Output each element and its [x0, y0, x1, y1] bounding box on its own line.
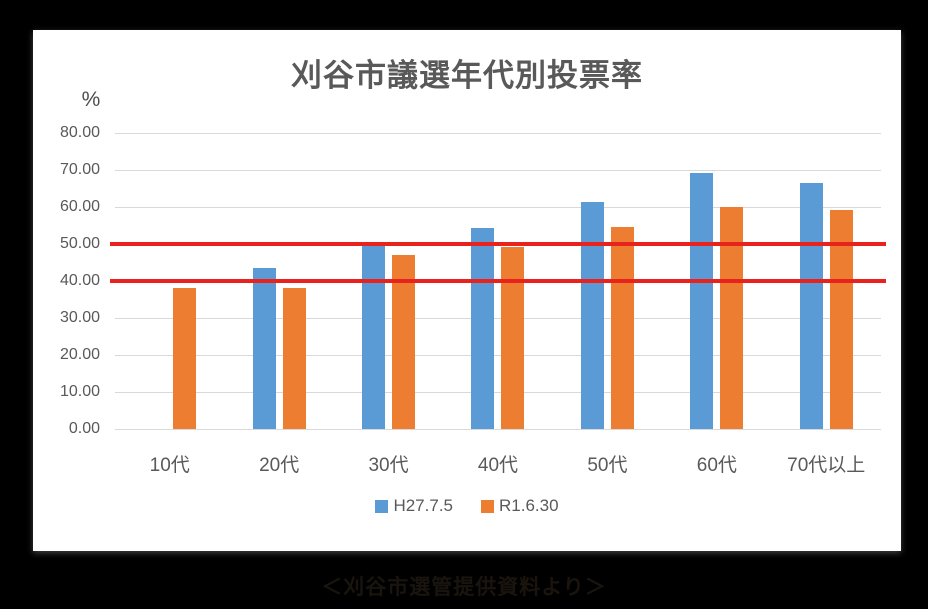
- bar-r1-6-30: [173, 288, 197, 429]
- gridline: [115, 170, 881, 171]
- y-axis-tick-label: 50.00: [59, 235, 100, 252]
- legend-item: R1.6.30: [481, 496, 559, 516]
- bar-r1-6-30: [720, 207, 744, 429]
- bar-group: [662, 133, 771, 429]
- bar-r1-6-30: [501, 246, 525, 429]
- gridline: [115, 355, 881, 356]
- bar-h27-7-5: [362, 245, 386, 429]
- bar-group: [553, 133, 662, 429]
- bar-r1-6-30: [282, 288, 306, 429]
- bar-h27-7-5: [252, 268, 276, 429]
- bar-h27-7-5: [471, 227, 495, 429]
- y-axis-tick-label: 70.00: [59, 161, 100, 178]
- legend-swatch-icon: [481, 499, 494, 513]
- x-axis-tick-label: 10代: [149, 455, 190, 476]
- bar-h27-7-5: [799, 183, 823, 429]
- gridline: [115, 318, 881, 319]
- y-axis-tick-label: 10.00: [59, 383, 100, 400]
- bar-group: [115, 133, 224, 429]
- y-axis-tick-label: 0.00: [68, 420, 100, 437]
- legend-item: H27.7.5: [375, 496, 453, 516]
- reference-line-40: [110, 279, 886, 283]
- bar-h27-7-5: [580, 202, 604, 429]
- x-axis: 10代 20代 30代 40代 50代 60代 70代以上: [115, 450, 881, 477]
- y-axis-tick-label: 60.00: [59, 198, 100, 215]
- y-axis-tick-label: 80.00: [59, 124, 100, 141]
- y-axis-tick-label: 30.00: [59, 309, 100, 326]
- x-axis-tick-label: 40代: [477, 455, 519, 476]
- reference-line-50: [110, 242, 886, 246]
- x-axis-tick-label: 20代: [259, 455, 300, 476]
- gridline: [115, 392, 881, 393]
- plot-area: [110, 133, 886, 430]
- legend-label: H27.7.5: [393, 496, 453, 515]
- chart-title: 刈谷市議選年代別投票率: [291, 58, 643, 93]
- x-axis-tick-label: 30代: [368, 455, 409, 476]
- bar-r1-6-30: [829, 209, 853, 429]
- gridline: [115, 429, 881, 430]
- footer-caption: ＜刈谷市選管提供資料より＞: [321, 576, 607, 599]
- bar-r1-6-30: [610, 226, 634, 429]
- gridline: [115, 133, 881, 134]
- bar-r1-6-30: [392, 255, 416, 429]
- y-axis-unit-label: %: [81, 88, 101, 111]
- x-axis-tick-label: 50代: [587, 455, 628, 476]
- gridline: [115, 207, 881, 208]
- bar-group: [443, 133, 552, 429]
- bar-group: [334, 133, 443, 429]
- y-axis-tick-label: 20.00: [59, 346, 100, 363]
- x-axis-tick-label: 70代以上: [787, 455, 866, 476]
- chart-canvas: 刈谷市議選年代別投票率 % 80.00 70.00 60.00 50.00 40.00 3…: [33, 30, 901, 551]
- bar-h27-7-5: [690, 172, 714, 429]
- legend: H27.7.5 R1.6.30: [33, 496, 901, 516]
- x-axis-tick-label: 60代: [696, 455, 737, 476]
- legend-swatch-icon: [375, 499, 389, 513]
- bars-layer: [115, 133, 881, 429]
- bar-group: [224, 133, 333, 429]
- legend-label: R1.6.30: [499, 496, 559, 515]
- y-axis-tick-label: 40.00: [59, 272, 100, 289]
